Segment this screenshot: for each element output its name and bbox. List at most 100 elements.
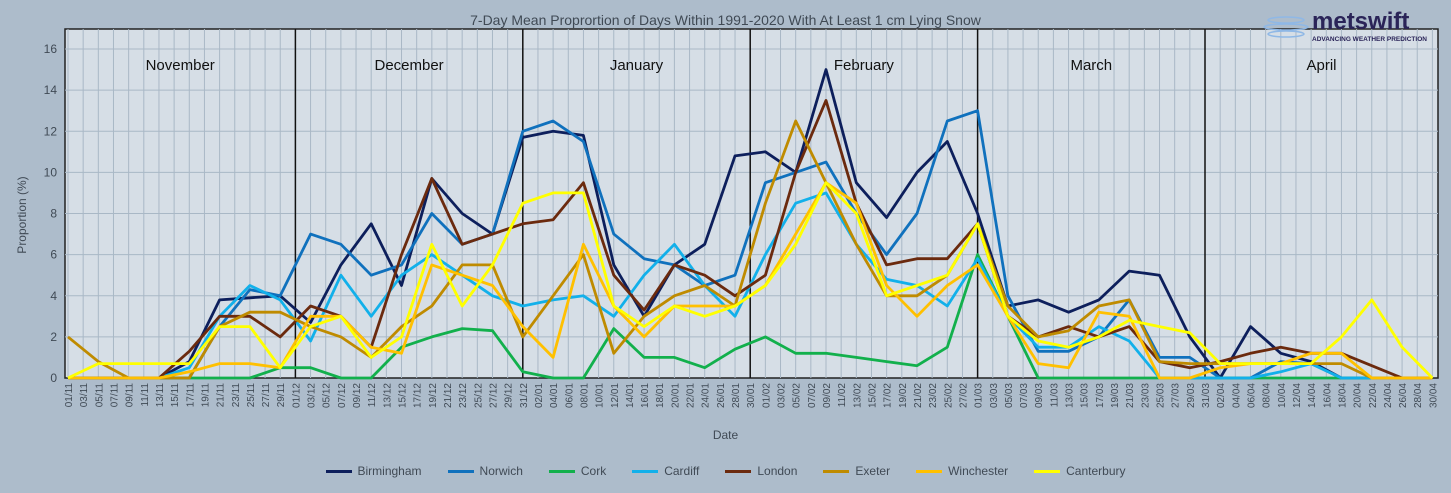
x-tick-label: 08/01 <box>579 383 590 408</box>
x-tick-label: 11/03 <box>1049 383 1060 408</box>
x-tick-label: 12/04 <box>1292 383 1303 408</box>
x-tick-label: 01/11 <box>64 383 75 408</box>
series-line-exeter <box>67 119 1433 380</box>
x-tick-label: 03/11 <box>79 383 90 408</box>
month-label: November <box>146 57 215 74</box>
x-tick-label: 28/01 <box>731 383 742 408</box>
legend-swatch <box>632 469 659 473</box>
x-tick-label: 16/04 <box>1322 383 1333 408</box>
x-tick-label: 05/12 <box>322 383 333 408</box>
plot-area <box>64 28 1439 379</box>
x-axis-label: Date <box>712 428 739 442</box>
x-tick-label: 29/11 <box>276 383 287 408</box>
x-tick-label: 09/12 <box>352 383 363 408</box>
x-tick-label: 05/11 <box>94 383 105 408</box>
y-tick-label: 14 <box>44 83 58 97</box>
x-tick-label: 26/01 <box>716 383 727 408</box>
x-tick-label: 01/02 <box>761 383 772 408</box>
x-tick-label: 21/12 <box>443 383 454 408</box>
legend-label: Winchester <box>948 464 1009 478</box>
series-line-canterbury <box>67 181 1434 380</box>
chart-title: 7-Day Mean Proprortion of Days Within 19… <box>470 12 981 28</box>
x-tick-label: 27/02 <box>958 383 969 408</box>
x-tick-label: 13/02 <box>852 383 863 408</box>
x-tick-label: 21/03 <box>1125 383 1136 408</box>
legend-swatch <box>325 469 352 473</box>
x-tick-label: 27/12 <box>488 383 499 408</box>
logo-tagline: ADVANCING WEATHER PREDICTION <box>1312 36 1427 43</box>
x-tick-label: 25/11 <box>246 383 257 408</box>
legend-swatch <box>725 469 752 473</box>
x-tick-label: 17/12 <box>413 383 424 408</box>
y-tick-label: 6 <box>50 248 57 262</box>
x-tick-label: 02/01 <box>534 383 545 408</box>
x-tick-label: 09/11 <box>125 383 136 408</box>
x-tick-label: 09/03 <box>1034 383 1045 408</box>
y-tick-label: 12 <box>44 124 58 138</box>
month-label: February <box>834 57 895 74</box>
x-tick-label: 19/03 <box>1110 383 1121 408</box>
x-tick-label: 10/01 <box>595 383 606 408</box>
x-tick-label: 30/04 <box>1428 383 1439 408</box>
legend-item-winchester: Winchester <box>916 464 1008 478</box>
legend-label: Canterbury <box>1066 464 1126 478</box>
series-line-norwich <box>68 109 1433 380</box>
x-tick-label: 20/01 <box>670 383 681 408</box>
y-tick-label: 16 <box>44 42 58 56</box>
x-tick-label: 15/11 <box>170 383 181 408</box>
x-tick-label: 06/01 <box>564 383 575 408</box>
legend-label: Norwich <box>479 464 523 478</box>
x-tick-label: 25/02 <box>943 383 954 408</box>
y-tick-label: 8 <box>50 207 57 221</box>
x-tick-label: 17/03 <box>1095 383 1106 408</box>
x-tick-label: 07/03 <box>1019 383 1030 408</box>
x-tick-label: 17/11 <box>185 383 196 408</box>
legend-label: Cork <box>580 464 607 478</box>
x-tick-label: 22/04 <box>1368 383 1379 408</box>
x-tick-label: 29/03 <box>1186 383 1197 408</box>
x-tick-label: 02/04 <box>1216 383 1227 408</box>
x-tick-label: 01/03 <box>974 383 985 408</box>
logo-wordmark: metswift <box>1312 8 1410 35</box>
x-tick-label: 11/11 <box>140 383 151 407</box>
x-tick-label: 24/01 <box>701 383 712 408</box>
x-tick-label: 29/12 <box>504 383 515 408</box>
x-tick-label: 04/04 <box>1231 383 1242 408</box>
x-tick-label: 06/04 <box>1246 383 1257 408</box>
x-tick-label: 23/03 <box>1140 383 1151 408</box>
month-label: April <box>1306 57 1336 74</box>
x-tick-label: 15/12 <box>398 383 409 408</box>
legend-item-cork: Cork <box>548 464 607 478</box>
x-tick-label: 23/02 <box>928 383 939 408</box>
month-label: January <box>610 57 664 74</box>
x-tick-label: 25/03 <box>1156 383 1167 408</box>
x-tick-label: 03/03 <box>989 383 1000 408</box>
x-tick-label: 15/03 <box>1080 383 1091 408</box>
x-tick-label: 20/04 <box>1353 383 1364 408</box>
x-tick-label: 09/02 <box>822 383 833 408</box>
metswift-logo: metswift ADVANCING WEATHER PREDICTION <box>1262 8 1442 46</box>
legend-item-norwich: Norwich <box>447 464 523 478</box>
x-tick-label: 12/01 <box>610 383 621 408</box>
x-tick-label: 07/12 <box>337 383 348 408</box>
legend-label: Birmingham <box>357 464 422 478</box>
x-tick-label: 11/12 <box>367 383 378 408</box>
x-tick-label: 13/03 <box>1065 383 1076 408</box>
legend-label: London <box>757 464 798 478</box>
y-tick-label: 2 <box>50 330 57 344</box>
x-tick-label: 07/02 <box>807 383 818 408</box>
x-tick-label: 17/02 <box>883 383 894 408</box>
x-tick-label: 18/04 <box>1337 383 1348 408</box>
x-tick-label: 04/01 <box>549 383 560 408</box>
x-tick-label: 05/03 <box>1004 383 1015 408</box>
month-label: December <box>374 57 443 74</box>
x-tick-label: 14/01 <box>625 383 636 408</box>
x-tick-label: 22/01 <box>686 383 697 408</box>
legend-label: Exeter <box>855 464 891 478</box>
x-tick-label: 08/04 <box>1262 383 1273 408</box>
x-tick-label: 24/04 <box>1383 383 1394 408</box>
y-axis-label: Proportion (%) <box>15 176 29 254</box>
legend-item-canterbury: Canterbury <box>1034 464 1126 478</box>
x-tick-label: 15/02 <box>867 383 878 408</box>
